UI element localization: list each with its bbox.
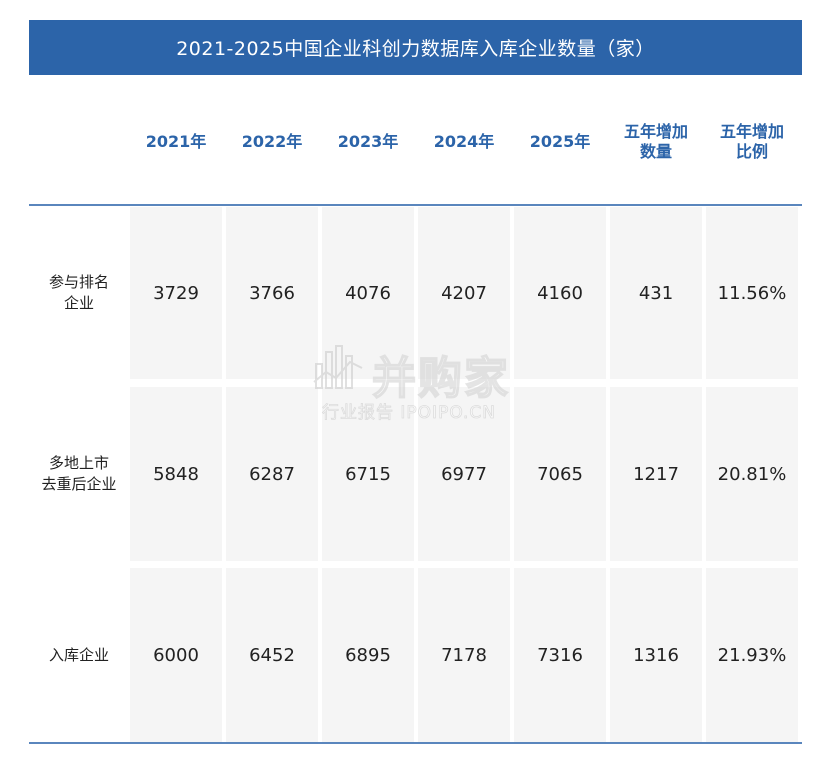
column-header-line: 2021年: [145, 131, 207, 151]
table-cell: 6000: [130, 568, 222, 742]
table-cell: 7065: [514, 387, 606, 561]
table-cell: 1217: [610, 387, 702, 561]
column-header-year-2024: 2024年: [418, 78, 510, 205]
row-label: 入库企业: [29, 568, 129, 742]
column-header-line: 2024年: [433, 131, 495, 151]
header-row: 2021年 2022年 2023年 2024年 2025年 五年增加 数量 五年增加 比例: [29, 78, 802, 205]
column-header-line: 2025年: [529, 131, 591, 151]
column-header-line: 比例: [735, 141, 768, 161]
row-label-line: 去重后企业: [41, 475, 117, 493]
column-header-line: 2023年: [337, 131, 399, 151]
table-cell: 7178: [418, 568, 510, 742]
table-title: 2021-2025中国企业科创力数据库入库企业数量（家）: [29, 20, 802, 75]
table-row: 多地上市 去重后企业 5848 6287 6715 6977 7065 1217 20.81%: [29, 387, 802, 561]
table-cell: 4076: [322, 207, 414, 379]
table-cell: 7316: [514, 568, 606, 742]
row-label: 多地上市 去重后企业: [29, 387, 129, 561]
table-row: 参与排名 企业 3729 3766 4076 4207 4160 431 11.56%: [29, 207, 802, 379]
row-label-line: 企业: [63, 294, 94, 312]
table-cell: 6977: [418, 387, 510, 561]
bottom-divider: [29, 742, 802, 744]
column-header-year-2022: 2022年: [226, 78, 318, 205]
table-cell: 11.56%: [706, 207, 798, 379]
table-cell: 1316: [610, 568, 702, 742]
row-label-line: 多地上市: [48, 454, 109, 472]
table-row: 入库企业 6000 6452 6895 7178 7316 1316 21.93%: [29, 568, 802, 742]
table-cell: 3729: [130, 207, 222, 379]
column-header-line: 数量: [639, 141, 672, 161]
row-label-line: 参与排名: [48, 273, 109, 291]
column-header-year-2023: 2023年: [322, 78, 414, 205]
column-header-line: 五年增加: [623, 121, 688, 141]
column-header-line: 五年增加: [719, 121, 784, 141]
table-cell: 6715: [322, 387, 414, 561]
table-cell: 20.81%: [706, 387, 798, 561]
header-divider: [29, 204, 802, 206]
table-cell: 6452: [226, 568, 318, 742]
table-cell: 4207: [418, 207, 510, 379]
row-label: 参与排名 企业: [29, 207, 129, 379]
table-cell: 6895: [322, 568, 414, 742]
column-header-five-year-increase-count: 五年增加 数量: [610, 78, 702, 205]
row-label-line: 入库企业: [48, 645, 109, 664]
column-header-year-2025: 2025年: [514, 78, 606, 205]
column-header-five-year-increase-ratio: 五年增加 比例: [706, 78, 798, 205]
table-cell: 431: [610, 207, 702, 379]
table-cell: 21.93%: [706, 568, 798, 742]
table-cell: 4160: [514, 207, 606, 379]
table-cell: 6287: [226, 387, 318, 561]
table-cell: 5848: [130, 387, 222, 561]
column-header-line: 2022年: [241, 131, 303, 151]
column-header-year-2021: 2021年: [130, 78, 222, 205]
table-cell: 3766: [226, 207, 318, 379]
